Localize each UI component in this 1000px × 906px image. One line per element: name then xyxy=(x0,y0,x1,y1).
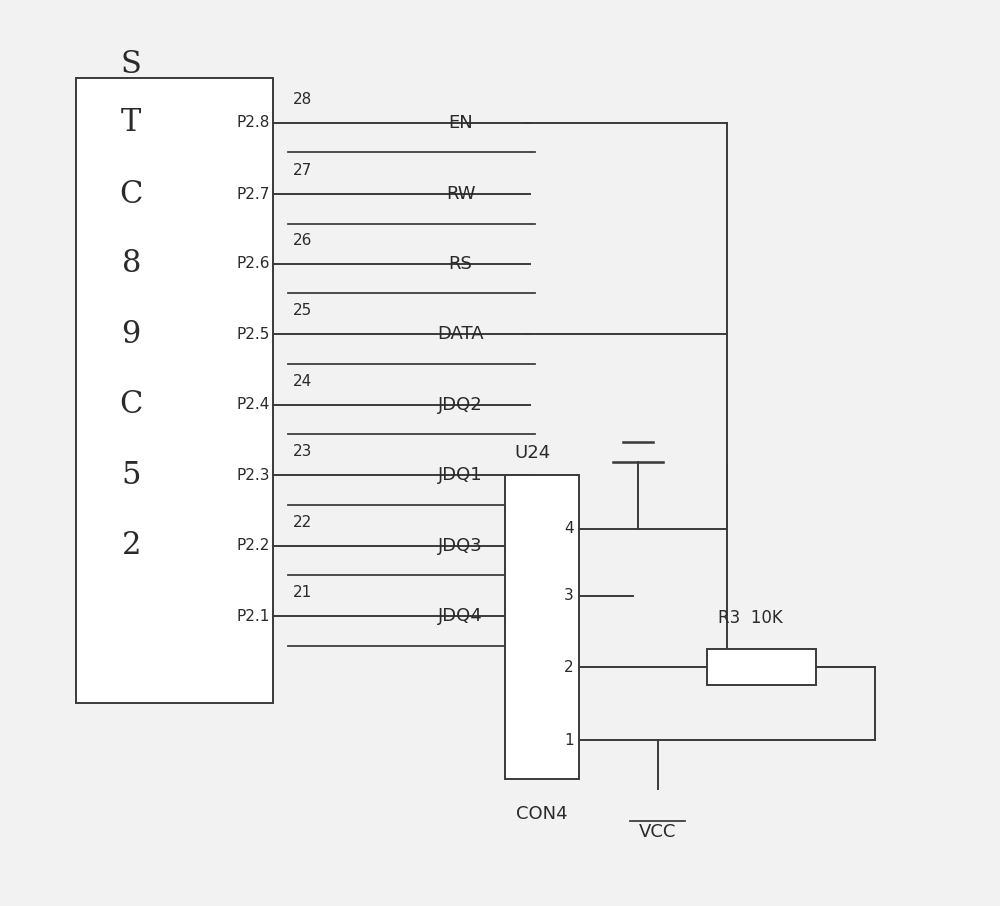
Text: 1: 1 xyxy=(564,733,574,747)
Text: 28: 28 xyxy=(293,92,312,107)
Text: CON4: CON4 xyxy=(516,805,568,824)
Text: JDQ1: JDQ1 xyxy=(438,467,483,485)
Bar xyxy=(505,476,579,778)
Text: 5: 5 xyxy=(121,460,141,491)
Text: 2: 2 xyxy=(121,530,141,562)
Text: R3  10K: R3 10K xyxy=(718,609,783,627)
Text: 25: 25 xyxy=(293,304,312,318)
Text: 26: 26 xyxy=(293,233,312,248)
Bar xyxy=(76,78,273,703)
Text: P2.4: P2.4 xyxy=(237,398,270,412)
Text: P2.8: P2.8 xyxy=(237,115,270,130)
Text: JDQ4: JDQ4 xyxy=(438,607,483,625)
Text: RS: RS xyxy=(449,255,472,273)
Text: C: C xyxy=(120,390,143,420)
Text: U24: U24 xyxy=(514,444,550,462)
Text: P2.1: P2.1 xyxy=(237,609,270,623)
Text: 24: 24 xyxy=(293,374,312,389)
Text: 3: 3 xyxy=(564,588,574,603)
Text: EN: EN xyxy=(448,114,473,132)
Text: P2.2: P2.2 xyxy=(237,538,270,554)
Text: P2.6: P2.6 xyxy=(237,256,270,272)
Text: JDQ2: JDQ2 xyxy=(438,396,483,414)
Text: 2: 2 xyxy=(564,660,574,675)
Bar xyxy=(707,650,816,685)
Text: 23: 23 xyxy=(293,444,312,459)
Text: P2.7: P2.7 xyxy=(237,187,270,202)
Text: 4: 4 xyxy=(564,521,574,536)
Text: P2.3: P2.3 xyxy=(237,467,270,483)
Text: 21: 21 xyxy=(293,585,312,600)
Text: 8: 8 xyxy=(122,248,141,279)
Text: JDQ3: JDQ3 xyxy=(438,536,483,554)
Text: P2.5: P2.5 xyxy=(237,327,270,342)
Text: 27: 27 xyxy=(293,163,312,178)
Text: DATA: DATA xyxy=(437,325,484,343)
Text: T: T xyxy=(121,108,141,139)
Text: RW: RW xyxy=(446,186,475,203)
Text: VCC: VCC xyxy=(639,824,676,842)
Text: 9: 9 xyxy=(122,319,141,350)
Text: S: S xyxy=(121,50,142,81)
Text: 22: 22 xyxy=(293,515,312,530)
Text: C: C xyxy=(120,178,143,210)
